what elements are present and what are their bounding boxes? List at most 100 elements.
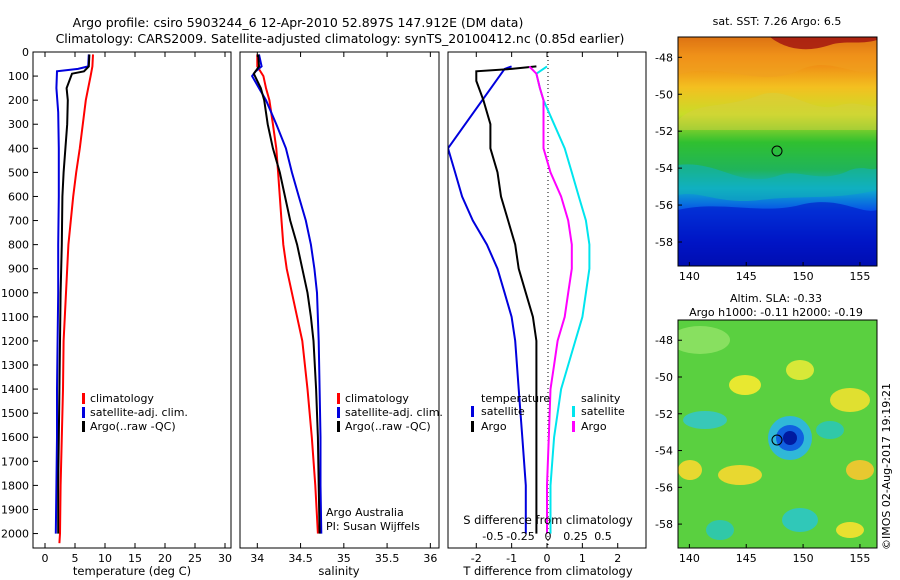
salinity-panel: 34 34.5 35 35.5 36 salinity climatology sate…: [239, 51, 443, 578]
map-x-tick-label: 150: [793, 270, 814, 283]
series-line-satellite-adj-clim--1: [54, 54, 90, 534]
x-tick-label: 0: [42, 552, 49, 565]
series-line-argo-3: [528, 65, 573, 534]
series-line-argo-raw-qc--2: [252, 54, 321, 534]
series-line-climatology-0: [58, 54, 94, 544]
sla-map-frame: [677, 319, 878, 549]
x-tick-label: -1: [506, 552, 517, 565]
x-tick-label: 34.5: [288, 552, 313, 565]
difference-legend-temperature: temperature satellite Argo: [471, 392, 550, 433]
map-y-tick-label: -54: [655, 445, 673, 458]
map-y-tick-label: -58: [655, 236, 673, 249]
figure-title-line2: Climatology: CARS2009. Satellite-adjuste…: [56, 31, 625, 46]
sst-map-title: sat. SST: 7.26 Argo: 6.5: [713, 15, 842, 28]
s-difference-label: S difference from climatology: [463, 513, 633, 527]
y-tick-label: 1900: [1, 503, 29, 516]
series-line-satellite-adj-clim--1: [250, 54, 323, 534]
x-tick-label: 35: [337, 552, 351, 565]
x-tick-label: 36: [423, 552, 437, 565]
map-x-tick-label: 145: [736, 270, 757, 283]
legend-title-temperature: temperature: [481, 392, 550, 405]
x-tick-label: -2: [471, 552, 482, 565]
x-tick-label: 5: [72, 552, 79, 565]
series-line-climatology-0: [256, 54, 319, 534]
legend-swatch-s-satellite: [572, 406, 575, 417]
y-tick-label: 700: [8, 215, 29, 228]
y-tick-label: 800: [8, 239, 29, 252]
sla-map-title-line2: Argo h1000: -0.11 h2000: -0.19: [689, 306, 863, 319]
s-tick-label: -0.5: [482, 530, 503, 543]
sst-map-frame: [677, 36, 878, 267]
legend-swatch-climatology: [337, 393, 340, 404]
s-tick-label: -0.25: [506, 530, 534, 543]
s-tick-label: 0: [545, 530, 552, 543]
y-tick-label: 300: [8, 118, 29, 131]
difference-panel: -2 -1 0 1 2 -0.5 -0.25 0 0.25 0.5 S difference f…: [447, 51, 647, 578]
annotation-argo-australia: Argo Australia: [326, 506, 404, 519]
legend-swatch-t-argo: [471, 421, 474, 432]
x-tick-label: 30: [218, 552, 232, 565]
legend-swatch-s-argo: [572, 421, 575, 432]
x-tick-label: 34: [250, 552, 264, 565]
credit-text: ©IMOS 02-Aug-2017 19:19:21: [880, 383, 893, 550]
legend-swatch-climatology: [82, 393, 85, 404]
y-tick-label: 400: [8, 142, 29, 155]
legend-label-argo: Argo(..raw -QC): [90, 420, 176, 433]
legend-label-satellite: satellite-adj. clim.: [345, 406, 443, 419]
series-line-argo-1: [475, 65, 538, 534]
x-tick-label: 20: [158, 552, 172, 565]
map-y-tick-label: -52: [655, 125, 673, 138]
sst-map-panel: sat. SST: 7.26 Argo: 6.5 140 145 150 155 -4…: [655, 15, 878, 283]
map-y-tick-label: -54: [655, 162, 673, 175]
x-tick-label: 0: [544, 552, 551, 565]
x-tick-label: 25: [188, 552, 202, 565]
map-y-tick-label: -56: [655, 481, 673, 494]
legend-swatch-argo: [82, 421, 85, 432]
map-x-tick-label: 140: [679, 552, 700, 565]
map-x-tick-label: 155: [849, 270, 870, 283]
s-tick-label: 0.5: [594, 530, 612, 543]
sst-profile-location-marker: [771, 145, 783, 157]
map-y-tick-label: -52: [655, 408, 673, 421]
sla-map-title-line1: Altim. SLA: -0.33: [730, 292, 822, 305]
legend-label-satellite: satellite-adj. clim.: [90, 406, 188, 419]
sla-profile-location-marker: [771, 434, 783, 446]
legend-swatch-argo: [337, 421, 340, 432]
s-tick-label: 0.25: [563, 530, 588, 543]
y-tick-label: 1600: [1, 431, 29, 444]
x-tick-label: 1: [579, 552, 586, 565]
sst-heatmap: [678, 37, 877, 266]
y-tick-label: 1100: [1, 311, 29, 324]
map-y-tick-label: -48: [655, 334, 673, 347]
salinity-legend: climatology satellite-adj. clim. Argo(..…: [337, 392, 443, 433]
legend-label-s-satellite: satellite: [581, 405, 625, 418]
map-y-tick-label: -56: [655, 199, 673, 212]
legend-label-t-satellite: satellite: [481, 405, 525, 418]
t-difference-xlabel: T difference from climatology: [462, 564, 633, 578]
y-tick-label: 1700: [1, 455, 29, 468]
y-tick-label: 1500: [1, 407, 29, 420]
map-x-tick-label: 150: [793, 552, 814, 565]
y-tick-label: 1200: [1, 335, 29, 348]
legend-label-climatology: climatology: [90, 392, 154, 405]
y-tick-label: 1300: [1, 359, 29, 372]
x-tick-label: 2: [614, 552, 621, 565]
legend-label-climatology: climatology: [345, 392, 409, 405]
y-tick-label: 1800: [1, 479, 29, 492]
map-y-tick-label: -50: [655, 371, 673, 384]
y-tick-label: 500: [8, 166, 29, 179]
temperature-axes-frame: [32, 51, 232, 549]
map-x-tick-label: 140: [679, 270, 700, 283]
y-tick-label: 1400: [1, 383, 29, 396]
temperature-legend: climatology satellite-adj. clim. Argo(..…: [82, 392, 188, 433]
legend-swatch-satellite: [82, 407, 85, 418]
legend-title-salinity: salinity: [581, 392, 621, 405]
y-tick-label: 200: [8, 94, 29, 107]
temperature-xlabel: temperature (deg C): [73, 564, 191, 578]
map-x-tick-label: 155: [849, 552, 870, 565]
series-line-argo-raw-qc--2: [57, 54, 91, 534]
y-tick-label: 0: [22, 46, 29, 59]
y-tick-label: 100: [8, 70, 29, 83]
sla-map-panel: Altim. SLA: -0.33 Argo h1000: -0.11 h200…: [655, 292, 878, 565]
